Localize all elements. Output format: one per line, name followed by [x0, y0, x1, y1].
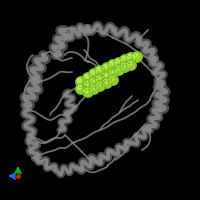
Circle shape	[95, 81, 105, 91]
Circle shape	[133, 53, 137, 57]
Circle shape	[103, 72, 107, 76]
Circle shape	[83, 80, 93, 90]
Circle shape	[108, 60, 118, 70]
Circle shape	[132, 52, 142, 62]
Circle shape	[102, 63, 112, 73]
Circle shape	[109, 61, 113, 65]
Circle shape	[96, 75, 100, 79]
Circle shape	[126, 60, 136, 70]
Circle shape	[83, 87, 93, 97]
Circle shape	[109, 69, 113, 73]
Circle shape	[115, 59, 119, 63]
Circle shape	[127, 54, 131, 58]
Circle shape	[76, 77, 86, 87]
Circle shape	[126, 53, 136, 63]
Circle shape	[89, 84, 99, 94]
Circle shape	[120, 55, 130, 65]
Circle shape	[121, 56, 125, 60]
Circle shape	[96, 67, 100, 71]
Circle shape	[108, 68, 118, 78]
Circle shape	[127, 61, 131, 65]
Circle shape	[89, 77, 99, 87]
Circle shape	[121, 63, 125, 67]
Circle shape	[84, 81, 88, 85]
Circle shape	[95, 66, 105, 76]
Circle shape	[109, 76, 113, 80]
Circle shape	[114, 65, 124, 75]
Circle shape	[103, 79, 107, 83]
Circle shape	[76, 84, 86, 94]
Circle shape	[77, 78, 81, 82]
Circle shape	[84, 74, 88, 78]
Circle shape	[120, 62, 130, 72]
Circle shape	[90, 85, 94, 89]
Circle shape	[90, 70, 94, 74]
Circle shape	[115, 66, 119, 70]
Circle shape	[103, 64, 107, 68]
Circle shape	[102, 71, 112, 81]
Circle shape	[77, 85, 81, 89]
Circle shape	[84, 88, 88, 92]
Circle shape	[83, 73, 93, 83]
Circle shape	[102, 78, 112, 88]
Circle shape	[90, 78, 94, 82]
Circle shape	[96, 82, 100, 86]
Circle shape	[108, 75, 118, 85]
Circle shape	[89, 69, 99, 79]
Circle shape	[114, 58, 124, 68]
Circle shape	[95, 74, 105, 84]
